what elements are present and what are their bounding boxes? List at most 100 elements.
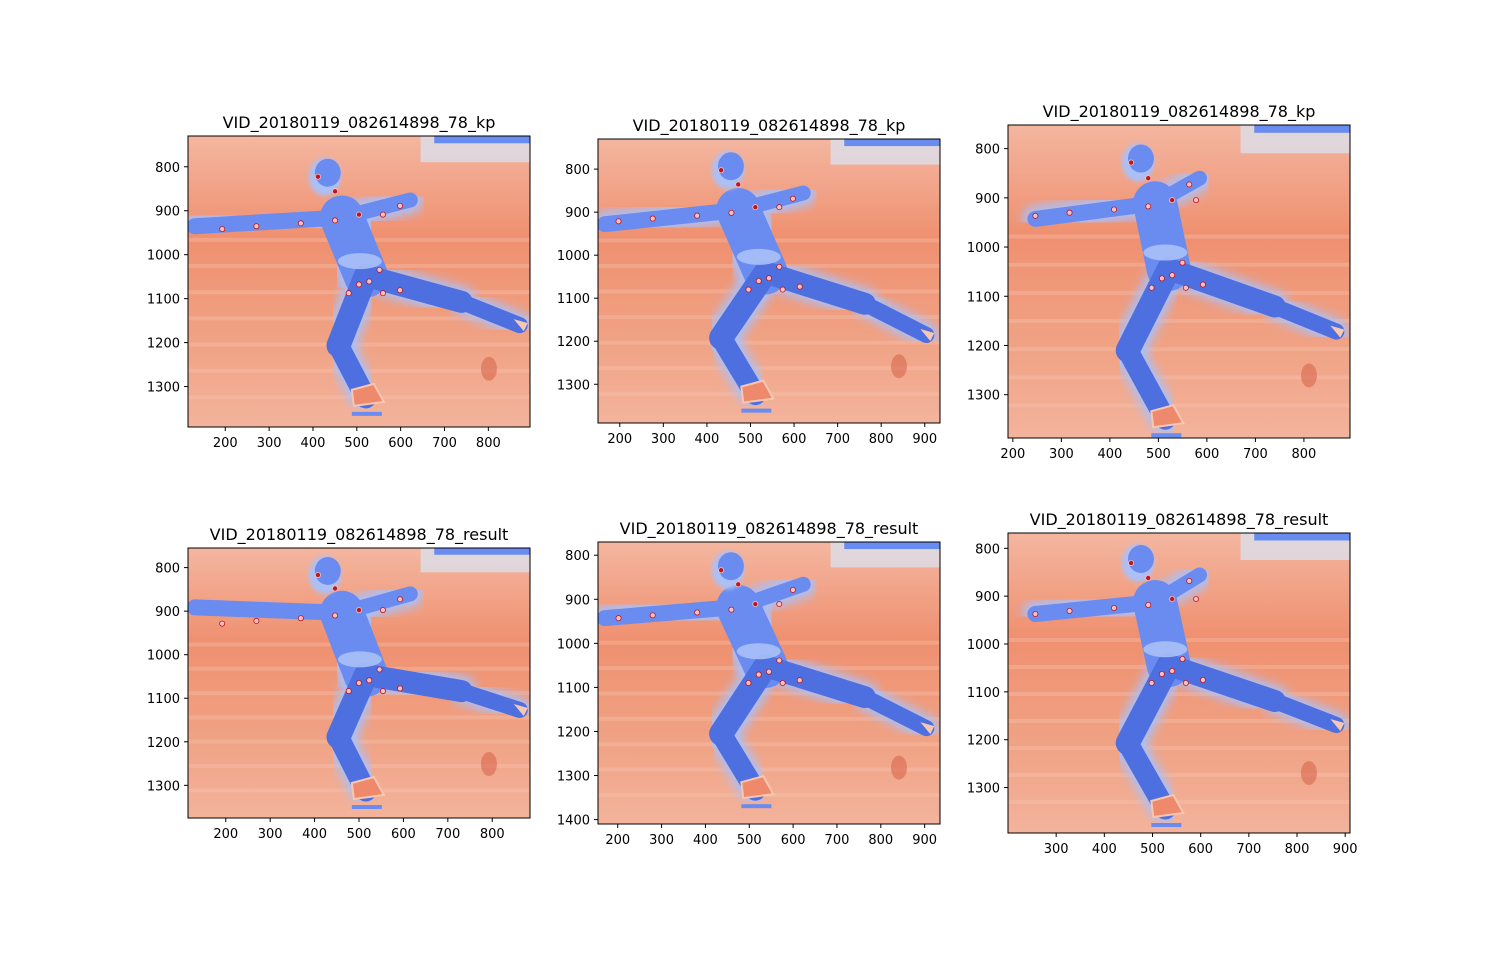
keypoint-marker [796, 677, 803, 684]
keypoint-marker [615, 218, 622, 225]
y-tick-label: 1300 [967, 389, 1000, 404]
x-tick-label: 900 [1333, 842, 1358, 857]
y-tick-label: 1300 [967, 782, 1000, 797]
keypoint-marker [1032, 611, 1039, 618]
keypoint-marker [1128, 560, 1135, 567]
y-tick-label: 1100 [147, 692, 180, 707]
x-tick-label: 600 [391, 827, 416, 842]
x-tick-label: 600 [1188, 842, 1213, 857]
keypoint-marker [219, 226, 226, 233]
x-tick-label: 600 [388, 436, 413, 451]
keypoint-marker [1145, 575, 1152, 582]
x-tick-label: 300 [257, 436, 282, 451]
x-tick-label: 800 [869, 432, 894, 447]
x-tick-label: 400 [693, 833, 718, 848]
keypoint-marker [355, 680, 362, 687]
keypoint-marker [735, 581, 742, 588]
y-tick-label: 1200 [147, 337, 180, 352]
keypoint-marker [1199, 677, 1206, 684]
keypoint-marker [718, 167, 725, 174]
keypoint-marker [745, 680, 752, 687]
keypoint-marker [1169, 596, 1176, 603]
heatmap-image [598, 139, 940, 423]
keypoint-marker [332, 612, 339, 619]
x-tick-label: 400 [1092, 842, 1117, 857]
keypoint-marker [779, 286, 786, 293]
keypoint-marker [1145, 175, 1152, 182]
keypoint-marker [728, 606, 735, 613]
x-tick-label: 300 [649, 833, 674, 848]
y-tick-label: 1100 [147, 293, 180, 308]
panel-title: VID_20180119_082614898_78_kp [1043, 102, 1316, 122]
x-tick-label: 900 [912, 432, 937, 447]
x-tick-label: 500 [1146, 447, 1171, 462]
keypoint-marker [766, 668, 773, 675]
x-tick-label: 600 [782, 432, 807, 447]
keypoint-marker [776, 601, 783, 608]
keypoint-marker [379, 290, 386, 297]
keypoint-marker [1148, 284, 1155, 291]
x-tick-label: 700 [1243, 447, 1268, 462]
keypoint-marker [1179, 259, 1186, 266]
keypoint-marker [1111, 206, 1118, 213]
y-tick-label: 1000 [967, 638, 1000, 653]
x-tick-label: 400 [695, 432, 720, 447]
keypoint-marker [379, 211, 386, 218]
keypoint-marker [355, 607, 362, 614]
y-tick-label: 1100 [967, 290, 1000, 305]
y-tick-label: 800 [565, 549, 590, 564]
keypoint-marker [1193, 596, 1200, 603]
y-tick-label: 800 [565, 163, 590, 178]
keypoint-marker [332, 585, 339, 592]
y-tick-label: 900 [565, 206, 590, 221]
panel-title: VID_20180119_082614898_78_result [1030, 510, 1329, 530]
keypoint-marker [755, 671, 762, 678]
axes-frame [597, 138, 941, 424]
x-tick-label: 500 [737, 833, 762, 848]
y-tick-label: 1300 [147, 779, 180, 794]
panel-title: VID_20180119_082614898_78_kp [633, 116, 906, 136]
x-tick-label: 700 [435, 827, 460, 842]
x-tick-label: 800 [1292, 447, 1317, 462]
keypoint-marker [745, 286, 752, 293]
keypoint-marker [1148, 680, 1155, 687]
y-tick-label: 900 [155, 205, 180, 220]
axes-frame [597, 541, 941, 825]
x-tick-label: 700 [432, 436, 457, 451]
keypoint-marker [379, 688, 386, 695]
keypoint-marker [718, 567, 725, 574]
keypoint-marker [366, 278, 373, 285]
keypoint-marker [397, 202, 404, 209]
x-tick-label: 800 [476, 436, 501, 451]
panel-6: VID_20180119_082614898_78_result 300 400 50… [967, 510, 1358, 857]
keypoint-marker [776, 204, 783, 211]
keypoint-marker [776, 657, 783, 664]
y-tick-label: 1000 [967, 241, 1000, 256]
keypoint-marker [1199, 281, 1206, 288]
x-tick-label: 500 [344, 436, 369, 451]
keypoint-marker [297, 615, 304, 622]
panel-4: VID_20180119_082614898_78_result 200 300 40… [147, 525, 531, 842]
x-tick-label: 300 [651, 432, 676, 447]
x-tick-label: 300 [1044, 842, 1069, 857]
keypoint-marker [1111, 605, 1118, 612]
x-tick-label: 700 [825, 833, 850, 848]
panel-1: VID_20180119_082614898_78_kp 200 300 400 500… [147, 113, 531, 451]
keypoint-marker [355, 281, 362, 288]
x-tick-label: 600 [781, 833, 806, 848]
y-tick-label: 1300 [557, 770, 590, 785]
keypoint-marker [1128, 159, 1135, 166]
keypoint-marker [376, 666, 383, 673]
y-tick-label: 900 [155, 605, 180, 620]
y-tick-label: 1300 [557, 378, 590, 393]
y-tick-label: 1100 [557, 292, 590, 307]
y-tick-label: 1200 [557, 335, 590, 350]
y-tick-label: 900 [975, 192, 1000, 207]
keypoint-marker [379, 607, 386, 614]
x-tick-label: 700 [825, 432, 850, 447]
keypoint-marker [1179, 656, 1186, 663]
heatmap-image [1008, 533, 1350, 833]
panel-3: VID_20180119_082614898_78_kp 200 300 400 500… [967, 102, 1351, 462]
keypoint-marker [1182, 680, 1189, 687]
y-tick-label: 1200 [557, 725, 590, 740]
